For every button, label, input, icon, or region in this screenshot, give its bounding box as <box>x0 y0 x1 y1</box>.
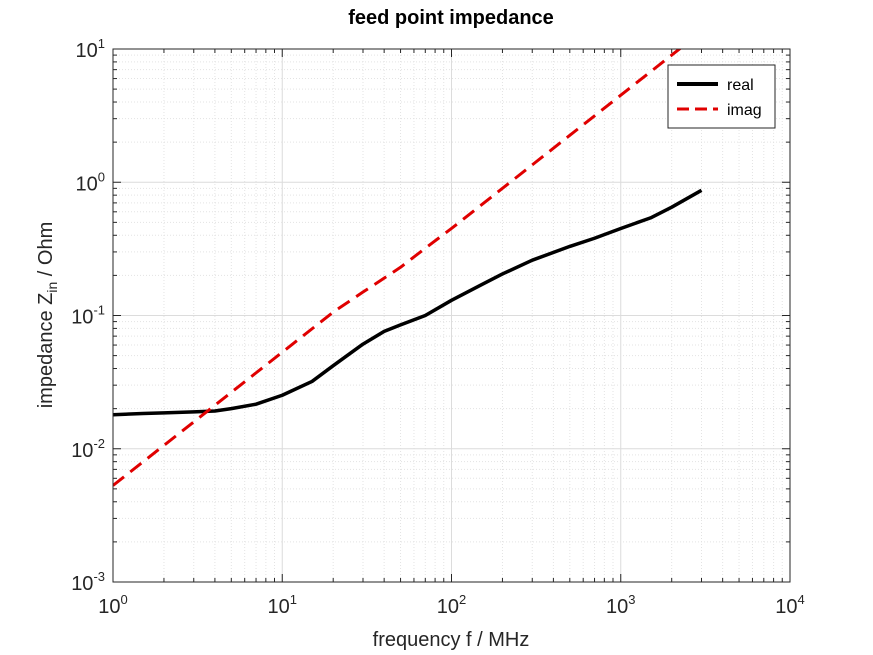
y-tick-label: 10-1 <box>71 303 105 329</box>
x-tick-label: 101 <box>268 592 297 618</box>
x-tick-label: 104 <box>775 592 804 618</box>
y-tick-label: 10-2 <box>71 436 105 462</box>
y-axis-label-unit: / Ohm <box>35 222 57 282</box>
series-line-real <box>113 188 703 417</box>
legend-label-imag: imag <box>727 102 762 119</box>
x-tick-label: 100 <box>98 592 127 618</box>
y-axis-label-main: impedance Z <box>35 293 57 409</box>
y-axis-label-subscript: in <box>44 282 60 293</box>
legend-label-real: real <box>727 77 754 94</box>
legend-box <box>667 64 776 129</box>
x-tick-label: 103 <box>606 592 635 618</box>
x-axis-label: frequency f / MHz <box>373 629 530 651</box>
chart-title: feed point impedance <box>348 7 554 29</box>
legend: real imag <box>667 64 776 129</box>
series-group <box>113 49 703 487</box>
series-line-imag <box>113 49 682 487</box>
y-tick-label: 100 <box>76 169 105 195</box>
ticks <box>112 48 791 583</box>
y-tick-label: 101 <box>76 36 105 62</box>
y-axis-label: impedance Zin / Ohm <box>35 222 60 409</box>
x-tick-label: 102 <box>437 592 466 618</box>
y-tick-label: 10-3 <box>71 569 105 595</box>
tick-labels: 100 101 102 103 104 10-3 10-2 10-1 100 101 <box>71 36 805 618</box>
